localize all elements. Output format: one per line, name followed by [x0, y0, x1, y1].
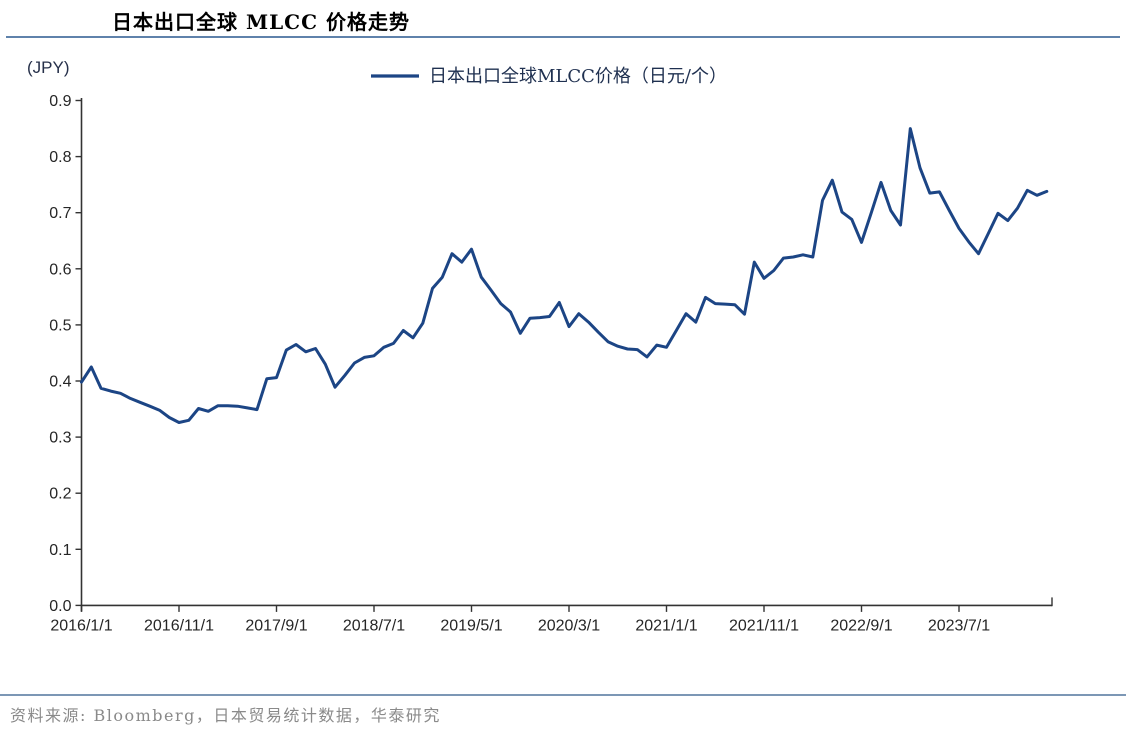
y-tick-label: 0.0 — [49, 598, 71, 615]
x-tick-label: 2021/11/1 — [729, 617, 799, 634]
x-tick-label: 2016/1/1 — [50, 617, 112, 634]
y-tick-label: 0.2 — [49, 486, 71, 503]
x-tick-label: 2022/9/1 — [830, 617, 892, 634]
title-underline-rule — [6, 36, 1120, 38]
y-axis-unit-label: (JPY) — [27, 58, 70, 77]
x-tick-label: 2021/1/1 — [635, 617, 697, 634]
x-tick-label: 2020/3/1 — [538, 617, 600, 634]
y-tick-label: 0.7 — [49, 205, 71, 222]
price-line-series — [80, 127, 1049, 424]
legend-label: 日本出口全球MLCC价格（日元/个） — [429, 66, 727, 87]
source-note: 资料来源: Bloomberg，日本贸易统计数据，华泰研究 — [10, 706, 441, 725]
y-tick-label: 0.1 — [49, 542, 71, 559]
y-tick-label: 0.8 — [49, 149, 71, 166]
footer-rule — [0, 694, 1126, 696]
page-title: 日本出口全球 MLCC 价格走势 — [112, 10, 410, 34]
x-tick-label: 2019/5/1 — [440, 617, 502, 634]
y-tick-label: 0.5 — [49, 317, 71, 334]
y-tick-label: 0.3 — [49, 430, 71, 447]
x-tick-label: 2018/7/1 — [343, 617, 405, 634]
y-tick-label: 0.6 — [49, 261, 71, 278]
x-tick-label: 2023/7/1 — [928, 617, 990, 634]
x-tick-label: 2016/11/1 — [144, 617, 214, 634]
y-tick-label: 0.4 — [49, 374, 71, 391]
y-tick-label: 0.9 — [49, 93, 71, 110]
x-tick-label: 2017/9/1 — [245, 617, 307, 634]
